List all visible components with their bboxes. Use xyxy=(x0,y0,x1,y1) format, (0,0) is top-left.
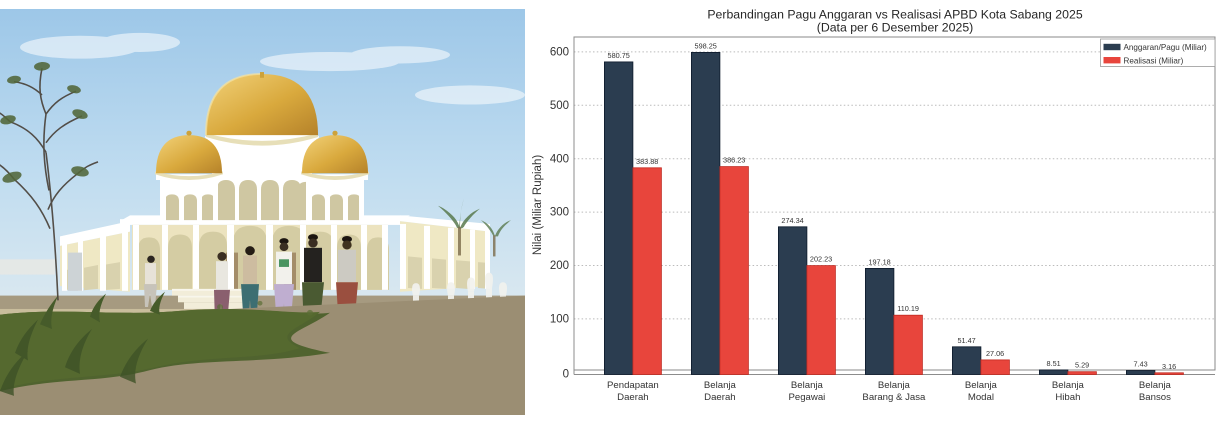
svg-text:27.06: 27.06 xyxy=(986,349,1004,358)
svg-text:386.23: 386.23 xyxy=(723,156,745,165)
svg-text:7.43: 7.43 xyxy=(1133,360,1147,369)
svg-text:Bansos: Bansos xyxy=(1139,392,1171,403)
svg-text:Nilai (Miliar Rupiah): Nilai (Miliar Rupiah) xyxy=(532,155,544,255)
svg-text:Perbandingan Pagu Anggaran vs: Perbandingan Pagu Anggaran vs Realisasi … xyxy=(707,8,1082,22)
svg-text:Realisasi (Miliar): Realisasi (Miliar) xyxy=(1124,56,1184,65)
svg-text:383.88: 383.88 xyxy=(636,157,658,166)
svg-text:Daerah: Daerah xyxy=(617,392,648,403)
svg-text:598.25: 598.25 xyxy=(695,41,717,50)
svg-text:51.47: 51.47 xyxy=(957,336,975,345)
svg-text:Belanja: Belanja xyxy=(1052,380,1085,391)
svg-text:Pendapatan: Pendapatan xyxy=(607,380,659,391)
svg-text:Hibah: Hibah xyxy=(1055,392,1080,403)
svg-text:Belanja: Belanja xyxy=(878,380,911,391)
svg-text:110.19: 110.19 xyxy=(897,304,919,313)
svg-text:3.16: 3.16 xyxy=(1162,362,1176,371)
svg-text:600: 600 xyxy=(550,47,569,59)
svg-text:Belanja: Belanja xyxy=(1139,380,1172,391)
svg-text:0: 0 xyxy=(563,369,569,381)
svg-text:Daerah: Daerah xyxy=(704,392,735,403)
svg-text:Barang & Jasa: Barang & Jasa xyxy=(862,392,926,403)
svg-text:400: 400 xyxy=(550,153,569,165)
svg-text:274.34: 274.34 xyxy=(781,216,803,225)
svg-text:5.29: 5.29 xyxy=(1075,361,1089,370)
svg-text:202.23: 202.23 xyxy=(810,255,832,264)
svg-text:Belanja: Belanja xyxy=(791,380,824,391)
svg-text:100: 100 xyxy=(550,314,569,326)
svg-text:Belanja: Belanja xyxy=(965,380,998,391)
svg-text:197.18: 197.18 xyxy=(868,257,890,266)
svg-text:Belanja: Belanja xyxy=(704,380,737,391)
svg-text:Modal: Modal xyxy=(968,392,994,403)
svg-text:Anggaran/Pagu (Miliar): Anggaran/Pagu (Miliar) xyxy=(1124,43,1208,52)
svg-text:Pegawai: Pegawai xyxy=(788,392,825,403)
svg-text:8.51: 8.51 xyxy=(1046,359,1060,368)
svg-text:580.75: 580.75 xyxy=(608,51,630,60)
svg-text:300: 300 xyxy=(550,207,569,219)
svg-text:200: 200 xyxy=(550,260,569,272)
svg-text:(Data per 6 Desember 2025): (Data per 6 Desember 2025) xyxy=(817,21,974,35)
svg-text:500: 500 xyxy=(550,100,569,112)
